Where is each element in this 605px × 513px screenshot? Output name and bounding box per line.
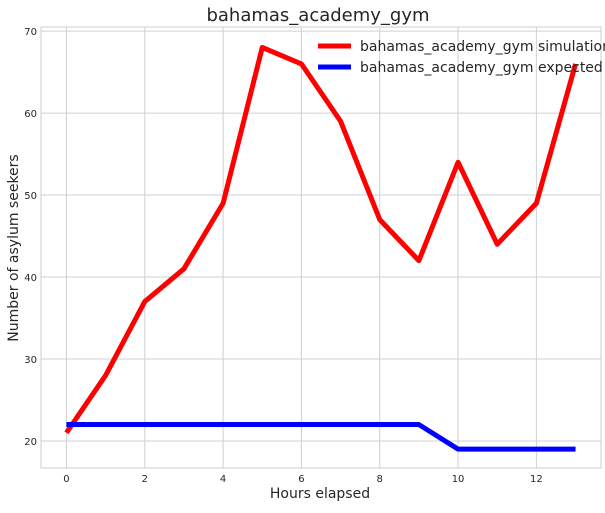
legend-label: bahamas_academy_gym expected	[360, 60, 603, 76]
grid	[41, 27, 601, 468]
y-tick-label: 20	[24, 437, 37, 448]
y-tick-label: 30	[24, 355, 37, 366]
y-tick-label: 60	[24, 109, 37, 120]
y-tick-label: 70	[24, 27, 37, 38]
x-tick-label: 4	[220, 474, 226, 485]
y-tick-label: 50	[24, 191, 37, 202]
series-line-1	[64, 44, 578, 435]
y-axis-label: Number of asylum seekers	[6, 154, 22, 341]
tick-labels: 0 2 4 6 8 10 12 20 30 40 50 60 70	[24, 27, 542, 485]
plot-area	[40, 26, 602, 469]
x-tick-label: 0	[63, 474, 69, 485]
x-tick-label: 6	[298, 474, 304, 485]
chart-title: bahamas_academy_gym	[206, 5, 429, 26]
x-tick-label: 2	[142, 474, 148, 485]
series-line-2	[66, 422, 576, 452]
legend: bahamas_academy_gym simulation bahamas_ac…	[318, 39, 605, 76]
x-tick-label: 10	[452, 474, 465, 485]
x-tick-label: 12	[530, 474, 543, 485]
series-lines	[64, 44, 578, 452]
y-tick-label: 40	[24, 273, 37, 284]
x-axis-label: Hours elapsed	[270, 486, 370, 502]
legend-label: bahamas_academy_gym simulation	[360, 39, 605, 55]
x-tick-label: 8	[377, 474, 383, 485]
